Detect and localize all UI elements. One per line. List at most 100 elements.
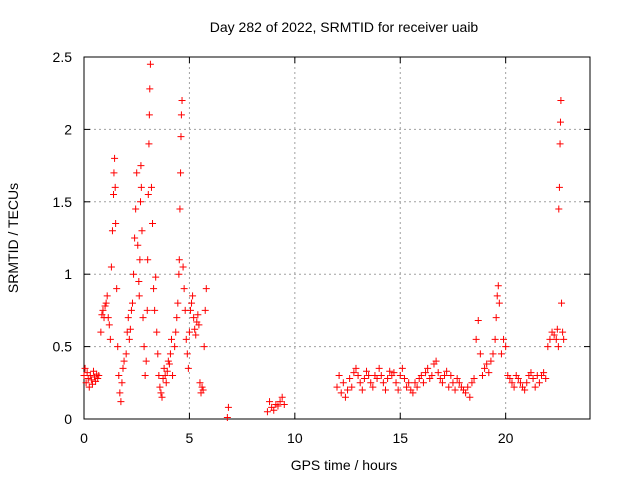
data-point — [354, 372, 362, 380]
data-point — [177, 133, 185, 141]
data-point — [523, 379, 531, 387]
data-point — [177, 111, 185, 119]
data-point — [403, 383, 411, 391]
data-point — [554, 343, 562, 351]
data-point — [335, 372, 343, 380]
data-point — [339, 379, 347, 387]
data-point — [487, 357, 495, 365]
data-point — [556, 140, 564, 148]
data-point — [491, 335, 499, 343]
data-point — [111, 154, 119, 162]
data-point — [360, 374, 368, 382]
data-point — [151, 306, 159, 314]
data-point — [455, 379, 463, 387]
data-point — [145, 140, 153, 148]
data-point — [508, 379, 516, 387]
data-point — [266, 398, 274, 406]
data-point — [527, 369, 535, 377]
data-point — [175, 270, 183, 278]
data-point — [105, 321, 113, 329]
data-point — [445, 383, 453, 391]
data-point — [367, 379, 375, 387]
data-point — [94, 374, 102, 382]
data-point — [137, 198, 145, 206]
data-point — [161, 372, 169, 380]
data-point — [396, 372, 404, 380]
data-point — [153, 328, 161, 336]
data-point — [464, 383, 472, 391]
data-point — [506, 374, 514, 382]
data-point — [127, 306, 135, 314]
data-point — [195, 321, 203, 329]
data-point — [125, 335, 133, 343]
data-point — [556, 118, 564, 126]
data-point — [147, 183, 155, 191]
x-tick-label: 20 — [498, 430, 514, 446]
data-point — [101, 302, 109, 310]
data-point — [132, 205, 140, 213]
y-axis-label: SRMTID / TECUs — [5, 183, 21, 293]
data-point — [202, 285, 210, 293]
data-point — [552, 335, 560, 343]
data-point — [346, 374, 354, 382]
data-point — [500, 335, 508, 343]
data-point — [162, 379, 170, 387]
data-point — [133, 169, 141, 177]
data-point — [146, 85, 154, 93]
data-point — [356, 379, 364, 387]
data-point — [390, 369, 398, 377]
data-point — [489, 350, 497, 358]
data-point — [83, 369, 91, 377]
data-point — [337, 389, 345, 397]
data-point — [476, 350, 484, 358]
data-point — [158, 393, 166, 401]
data-point — [510, 383, 518, 391]
data-point — [149, 220, 157, 228]
data-point — [146, 60, 154, 68]
data-point — [137, 183, 145, 191]
data-point — [443, 367, 451, 375]
data-point — [137, 162, 145, 170]
data-point — [438, 379, 446, 387]
data-point — [120, 357, 128, 365]
data-point — [110, 169, 118, 177]
data-point — [405, 379, 413, 387]
data-point — [110, 191, 118, 199]
data-point — [546, 335, 554, 343]
data-point — [557, 96, 565, 104]
data-point — [263, 408, 271, 416]
data-point — [144, 191, 152, 199]
data-point — [97, 328, 105, 336]
data-point — [478, 372, 486, 380]
data-point — [99, 306, 107, 314]
data-point — [189, 292, 197, 300]
data-point — [114, 343, 122, 351]
data-point — [80, 372, 88, 380]
data-point — [144, 256, 152, 264]
data-point — [141, 372, 149, 380]
data-point — [333, 383, 341, 391]
data-point — [485, 369, 493, 377]
y-tick-label: 0.5 — [53, 339, 73, 355]
data-point — [341, 393, 349, 401]
data-point — [514, 374, 522, 382]
data-point — [453, 374, 461, 382]
data-point — [126, 325, 134, 333]
y-axis: 0 0.5 1 1.5 2 2.5 — [53, 49, 590, 427]
data-point — [377, 372, 385, 380]
data-point — [167, 335, 175, 343]
data-point — [398, 364, 406, 372]
data-point — [164, 357, 172, 365]
data-point — [180, 285, 188, 293]
data-point — [521, 386, 529, 394]
data-point — [165, 360, 173, 368]
data-point — [516, 379, 524, 387]
data-point — [135, 292, 143, 300]
data-point — [553, 325, 561, 333]
data-point — [176, 205, 184, 213]
data-point — [555, 205, 563, 213]
data-point — [352, 364, 360, 372]
data-point — [540, 369, 548, 377]
x-tick-label: 5 — [186, 430, 194, 446]
